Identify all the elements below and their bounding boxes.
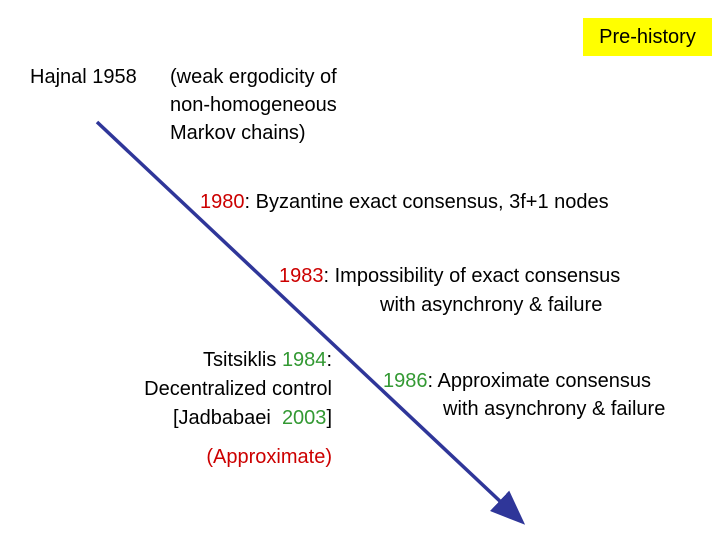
hajnal-line: Markov chains) bbox=[170, 122, 306, 144]
event-1986: 1986: Approximate consensus bbox=[383, 369, 651, 393]
tsitsiklis-line3: [Jadbabaei 2003] bbox=[173, 406, 332, 430]
ref-open: [Jadbabaei bbox=[172, 407, 282, 429]
name: Tsitsiklis bbox=[203, 349, 282, 371]
hajnal-line: non-homogeneous bbox=[170, 94, 337, 116]
colon: : bbox=[326, 349, 332, 371]
year: 1984 bbox=[281, 349, 327, 371]
event-text: : Impossibility of exact consensus bbox=[323, 265, 621, 287]
tsitsiklis-line2: Decentralized control bbox=[144, 378, 332, 400]
year: 2003 bbox=[281, 407, 327, 429]
arrow bbox=[95, 120, 526, 525]
event-text: : Approximate consensus bbox=[427, 370, 651, 392]
year: 1983 bbox=[279, 265, 324, 287]
hajnal-line: (weak ergodicity of bbox=[170, 66, 337, 88]
event-1983: 1983: Impossibility of exact consensus bbox=[279, 264, 620, 288]
year: 1980 bbox=[200, 191, 245, 213]
event-1986-line2: with asynchrony & failure bbox=[443, 398, 666, 420]
tsitsiklis-line1: Tsitsiklis 1984: bbox=[203, 348, 332, 372]
year: 1986 bbox=[383, 370, 428, 392]
event-1980: 1980: Byzantine exact consensus, 3f+1 no… bbox=[200, 190, 609, 214]
hajnal-name: Hajnal 1958 bbox=[30, 66, 137, 88]
ref-close: ] bbox=[326, 407, 332, 429]
event-text: : Byzantine exact consensus, 3f+1 nodes bbox=[244, 191, 609, 213]
event-1983-line2: with asynchrony & failure bbox=[380, 294, 603, 316]
tsitsiklis-line4: (Approximate) bbox=[206, 446, 332, 468]
badge: Pre-history bbox=[583, 18, 712, 56]
